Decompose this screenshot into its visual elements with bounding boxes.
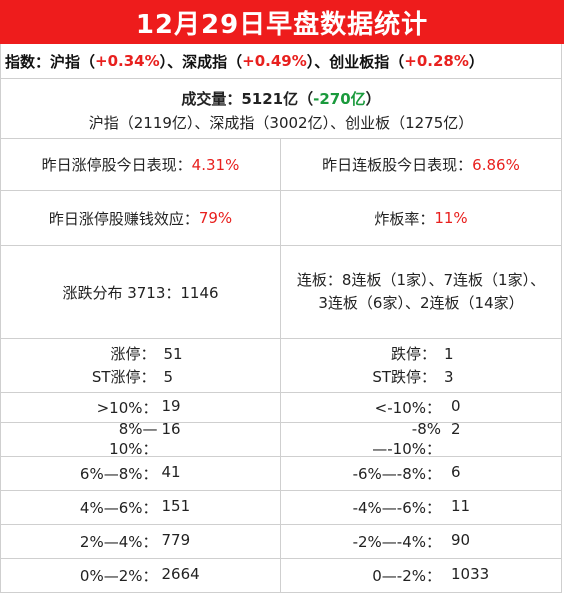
table-row: 涨跌分布 3713：1146 连板：8连板（1家）、7连板（1家）、 3连板（6…	[0, 246, 562, 339]
index-prefix: 指数：沪指（	[5, 52, 96, 71]
volume-close: ）	[365, 90, 381, 108]
table-row: 涨停： 51 ST涨停： 5 跌停： 1 ST跌停： 3	[0, 339, 562, 393]
table-row: 0%—2%： 2664 0—-2%： 1033	[0, 559, 562, 593]
cy-index-change: +0.28%	[404, 52, 469, 70]
up-range-count: 8%—10%： 16	[1, 420, 281, 458]
volume-change: -270亿	[313, 90, 366, 108]
up-range-count: 0%—2%： 2664	[1, 559, 281, 592]
streak-line-2: 3连板（6家）、2连板（14家）	[318, 294, 524, 312]
up-range-count: >10%： 19	[1, 393, 281, 422]
streak-board-summary: 连板：8连板（1家）、7连板（1家）、 3连板（6家）、2连板（14家）	[281, 246, 561, 338]
range-value: 6	[451, 463, 461, 481]
index-sep-2: ）、创业板指（	[306, 52, 405, 71]
table-row: 昨日涨停股今日表现： 4.31% 昨日连板股今日表现： 6.86%	[0, 139, 562, 191]
table-row: 2%—4%： 779 -2%—-4%： 90	[0, 525, 562, 559]
table-row: >10%： 19 <-10%： 0	[0, 393, 562, 423]
limit-down-counts: 跌停： 1 ST跌停： 3	[281, 339, 561, 392]
range-label: 4%—6%：	[79, 499, 158, 517]
st-limit-up: ST涨停： 5	[91, 367, 174, 386]
down-range-count: -8%—-10%： 2	[281, 420, 561, 458]
cell-value: 6.86%	[472, 155, 520, 174]
cell-label: 昨日连板股今日表现：	[322, 156, 473, 174]
volume-summary: 成交量：5121亿（-270亿） 沪指（2119亿）、深成指（3002亿）、创业…	[0, 79, 562, 139]
range-value: 0	[451, 397, 461, 415]
range-value: 19	[161, 397, 181, 415]
range-label: -4%—-6%：	[352, 499, 441, 517]
range-label: 6%—8%：	[79, 465, 158, 483]
cell-value: 11%	[434, 209, 468, 227]
page-title: 12月29日早盘数据统计	[0, 0, 564, 44]
limit-up-counts: 涨停： 51 ST涨停： 5	[1, 339, 281, 392]
table-row: 8%—10%： 16 -8%—-10%： 2	[0, 420, 562, 458]
range-value: 779	[161, 531, 191, 549]
range-label: 0%—2%：	[79, 567, 158, 585]
volume-total: 成交量：5121亿（-270亿）	[1, 79, 561, 109]
volume-label: 成交量：5121亿（	[181, 90, 314, 108]
streak-line-1: 连板：8连板（1家）、7连板（1家）、	[296, 271, 546, 289]
range-label: 8%—10%：	[109, 420, 158, 458]
range-label: -8%—-10%：	[372, 420, 441, 458]
range-label: >10%：	[96, 399, 158, 417]
range-label: 2%—4%：	[79, 533, 158, 551]
range-label: 0—-2%：	[372, 567, 441, 585]
cell-value: 79%	[198, 209, 233, 227]
range-value: 41	[161, 463, 181, 481]
st-limit-down: ST跌停： 3	[372, 367, 454, 386]
advance-decline-distribution: 涨跌分布 3713：1146	[1, 246, 281, 338]
yesterday-limitup-performance: 昨日涨停股今日表现： 4.31%	[1, 139, 281, 190]
down-range-count: -4%—-6%： 11	[281, 491, 561, 524]
index-sep-1: ）、深成指（	[159, 52, 243, 71]
failed-limit-rate: 炸板率： 11%	[281, 191, 561, 245]
range-label: -2%—-4%：	[352, 533, 441, 551]
table-row: 6%—8%： 41 -6%—-8%： 6	[0, 457, 562, 491]
yesterday-streak-performance: 昨日连板股今日表现： 6.86%	[281, 139, 561, 190]
range-value: 90	[451, 531, 471, 549]
index-summary: 指数：沪指（ +0.34% ）、深成指（ +0.49% ）、创业板指（ +0.2…	[0, 44, 562, 79]
range-value: 16	[161, 420, 181, 438]
up-range-count: 2%—4%： 779	[1, 525, 281, 558]
down-range-count: -2%—-4%： 90	[281, 525, 561, 558]
table-row: 4%—6%： 151 -4%—-6%： 11	[0, 491, 562, 525]
down-range-count: <-10%： 0	[281, 393, 561, 422]
table-row: 昨日涨停股赚钱效应： 79% 炸板率： 11%	[0, 191, 562, 246]
range-value: 151	[161, 497, 191, 515]
range-label: <-10%：	[374, 399, 441, 417]
range-value: 2664	[161, 565, 200, 583]
range-value: 1033	[451, 565, 490, 583]
limit-up: 涨停： 51	[110, 344, 183, 363]
up-range-count: 6%—8%： 41	[1, 457, 281, 490]
range-label: -6%—-8%：	[352, 465, 441, 483]
down-range-count: -6%—-8%： 6	[281, 457, 561, 490]
cell-label: 昨日涨停股今日表现：	[41, 156, 192, 174]
cell-label: 炸板率：	[374, 209, 435, 228]
cell-label: 昨日涨停股赚钱效应：	[48, 209, 199, 228]
sz-index-change: +0.49%	[242, 52, 307, 70]
range-value: 2	[451, 420, 461, 438]
index-suffix: ）	[468, 52, 484, 71]
up-range-count: 4%—6%： 151	[1, 491, 281, 524]
sh-index-change: +0.34%	[95, 52, 160, 70]
down-range-count: 0—-2%： 1033	[281, 559, 561, 592]
volume-breakdown: 沪指（2119亿）、深成指（3002亿）、创业板（1275亿）	[88, 114, 474, 132]
limitup-profit-effect: 昨日涨停股赚钱效应： 79%	[1, 191, 281, 245]
limit-down: 跌停： 1	[390, 344, 454, 363]
range-value: 11	[451, 497, 471, 515]
cell-value: 4.31%	[191, 155, 240, 174]
